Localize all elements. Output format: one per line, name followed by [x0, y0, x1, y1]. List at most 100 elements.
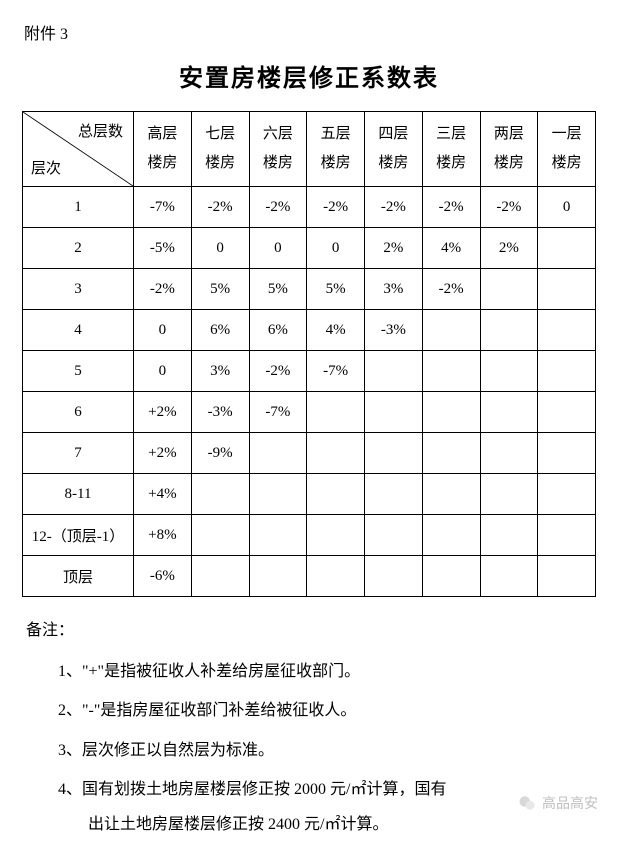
- col-head-6: 两层楼房: [480, 112, 538, 187]
- table-cell: [538, 269, 596, 310]
- col-head-4: 四层楼房: [365, 112, 423, 187]
- col-head-l2: 楼房: [365, 150, 422, 177]
- table-cell: -5%: [134, 228, 192, 269]
- col-head-l2: 楼房: [134, 150, 191, 177]
- table-cell: -2%: [249, 187, 307, 228]
- diag-header-top: 总层数: [78, 120, 123, 141]
- table-cell: [480, 310, 538, 351]
- table-row: 2-5%0002%4%2%: [23, 228, 596, 269]
- table-cell: [307, 433, 365, 474]
- row-label: 1: [23, 187, 134, 228]
- col-head-l2: 楼房: [538, 150, 595, 177]
- col-head-7: 一层楼房: [538, 112, 596, 187]
- table-cell: [365, 433, 423, 474]
- col-head-l2: 楼房: [250, 150, 307, 177]
- note4-line1: 4、国有划拨土地房屋楼层修正按 2000 元/㎡计算，国有: [58, 781, 446, 798]
- col-head-l1: 七层: [192, 121, 249, 148]
- table-cell: [365, 351, 423, 392]
- table-cell: 3%: [365, 269, 423, 310]
- table-row: 3-2%5%5%5%3%-2%: [23, 269, 596, 310]
- table-cell: [422, 515, 480, 556]
- table-cell: -2%: [365, 187, 423, 228]
- table-cell: [307, 392, 365, 433]
- table-cell: -7%: [307, 351, 365, 392]
- table-cell: [249, 556, 307, 597]
- table-cell: [307, 515, 365, 556]
- table-cell: -2%: [422, 187, 480, 228]
- diag-header-bottom: 层次: [31, 157, 61, 178]
- notes-label: 备注：: [26, 613, 596, 648]
- table-cell: [538, 351, 596, 392]
- table-cell: +4%: [134, 474, 192, 515]
- row-label: 2: [23, 228, 134, 269]
- table-cell: [422, 392, 480, 433]
- table-cell: 3%: [191, 351, 249, 392]
- row-label: 5: [23, 351, 134, 392]
- row-label: 4: [23, 310, 134, 351]
- row-label: 12-（顶层-1）: [23, 515, 134, 556]
- table-cell: 5%: [191, 269, 249, 310]
- note-item-4: 4、国有划拨土地房屋楼层修正按 2000 元/㎡计算，国有 出让土地房屋楼层修正…: [58, 772, 596, 842]
- table-cell: [307, 556, 365, 597]
- table-cell: [422, 351, 480, 392]
- table-cell: [480, 433, 538, 474]
- table-cell: [422, 556, 480, 597]
- table-cell: 2%: [480, 228, 538, 269]
- col-head-l1: 六层: [250, 121, 307, 148]
- table-header-row: 总层数 层次 高层楼房 七层楼房 六层楼房 五层楼房 四层楼房 三层楼房 两层楼…: [23, 112, 596, 187]
- table-cell: -3%: [365, 310, 423, 351]
- table-cell: [480, 351, 538, 392]
- table-cell: 0: [191, 228, 249, 269]
- table-cell: [365, 474, 423, 515]
- table-cell: 0: [538, 187, 596, 228]
- table-row: 12-（顶层-1）+8%: [23, 515, 596, 556]
- page-title: 安置房楼层修正系数表: [22, 58, 596, 93]
- col-head-l1: 四层: [365, 121, 422, 148]
- table-cell: -3%: [191, 392, 249, 433]
- table-cell: -9%: [191, 433, 249, 474]
- table-cell: [422, 433, 480, 474]
- note-item-3: 3、层次修正以自然层为标准。: [58, 733, 596, 768]
- table-cell: 0: [307, 228, 365, 269]
- table-row: 7+2%-9%: [23, 433, 596, 474]
- note-item-1: 1、"+"是指被征收人补差给房屋征收部门。: [58, 654, 596, 689]
- table-cell: [538, 433, 596, 474]
- table-cell: [422, 310, 480, 351]
- col-head-l1: 五层: [307, 121, 364, 148]
- table-cell: 6%: [191, 310, 249, 351]
- table-cell: [365, 392, 423, 433]
- table-cell: -2%: [249, 351, 307, 392]
- table-cell: 4%: [422, 228, 480, 269]
- note4-line2: 出让土地房屋楼层修正按 2400 元/㎡计算。: [88, 807, 596, 842]
- table-cell: [365, 556, 423, 597]
- row-label: 6: [23, 392, 134, 433]
- col-head-l2: 楼房: [192, 150, 249, 177]
- note-item-2: 2、"-"是指房屋征收部门补差给被征收人。: [58, 693, 596, 728]
- table-cell: [249, 433, 307, 474]
- diagonal-header-cell: 总层数 层次: [23, 112, 134, 187]
- table-cell: [191, 474, 249, 515]
- row-label: 3: [23, 269, 134, 310]
- col-head-l2: 楼房: [481, 150, 538, 177]
- col-head-l1: 两层: [481, 121, 538, 148]
- table-row: 406%6%4%-3%: [23, 310, 596, 351]
- table-cell: -2%: [191, 187, 249, 228]
- col-head-l1: 高层: [134, 121, 191, 148]
- table-cell: [480, 515, 538, 556]
- table-cell: [480, 269, 538, 310]
- row-label: 8-11: [23, 474, 134, 515]
- table-cell: -7%: [249, 392, 307, 433]
- table-cell: [538, 474, 596, 515]
- table-cell: [365, 515, 423, 556]
- table-cell: -7%: [134, 187, 192, 228]
- table-cell: -2%: [422, 269, 480, 310]
- table-cell: 0: [249, 228, 307, 269]
- table-cell: -2%: [307, 187, 365, 228]
- table-row: 503%-2%-7%: [23, 351, 596, 392]
- table-cell: [480, 556, 538, 597]
- table-cell: -2%: [480, 187, 538, 228]
- table-row: 6+2%-3%-7%: [23, 392, 596, 433]
- table-cell: +8%: [134, 515, 192, 556]
- col-head-l1: 一层: [538, 121, 595, 148]
- col-head-l2: 楼房: [423, 150, 480, 177]
